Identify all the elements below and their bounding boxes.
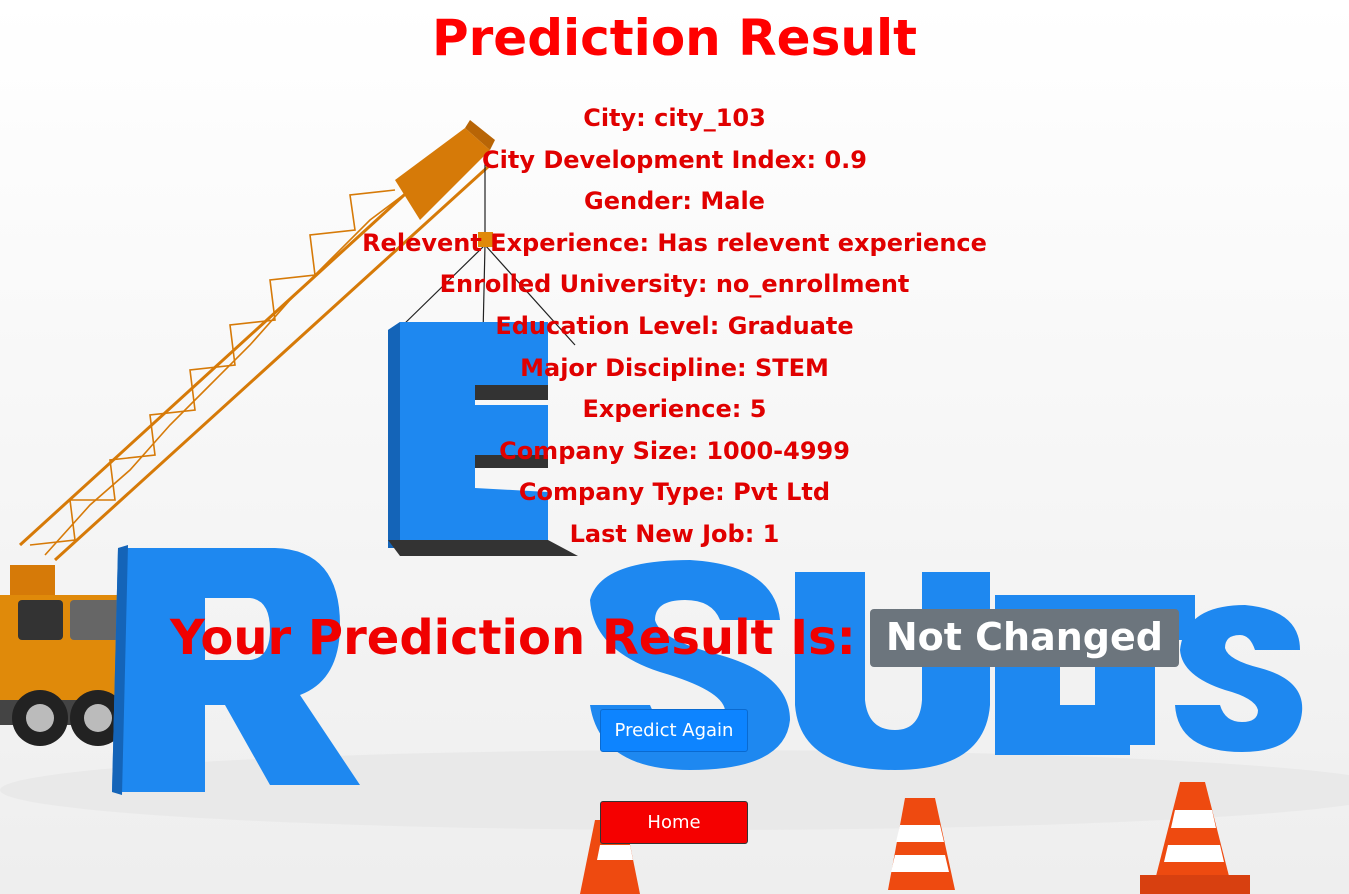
field-label: Gender [584,187,683,216]
prediction-result: Your Prediction Result Is: Not Changed [0,598,1349,678]
field-value: STEM [754,353,829,382]
field-city-development-index: City Development Index: 0.9 [482,145,867,174]
field-label: Education Level [495,311,710,340]
field-experience: Experience: 5 [582,395,767,424]
field-value: 5 [749,395,767,424]
field-value: 1 [762,519,780,548]
field-label: Last New Job [569,519,745,548]
input-summary-list: City: city_103 City Development Index: 0… [0,97,1349,555]
field-value: 1000-4999 [706,436,850,465]
field-company-type: Company Type: Pvt Ltd [518,478,831,507]
field-label: Enrolled University [439,270,698,299]
field-gender: Gender: Male [584,187,765,216]
field-label: City Development Index [482,145,807,174]
field-last-new-job: Last New Job: 1 [569,519,780,548]
field-enrolled-university: Enrolled University: no_enrollment [439,270,910,299]
field-relevent-experience: Relevent Experience: Has relevent experi… [362,228,987,257]
page-title: Prediction Result [432,9,917,67]
field-value: Has relevent experience [657,228,987,257]
field-value: Pvt Ltd [733,478,831,507]
field-label: Relevent Experience [362,228,640,257]
field-value: city_103 [654,104,766,132]
field-label: Company Size [499,436,689,465]
prediction-result-badge: Not Changed [869,609,1179,667]
home-button[interactable]: Home [600,801,748,844]
field-value: Graduate [727,311,854,340]
field-label: Experience [582,395,732,424]
field-education-level: Education Level: Graduate [495,311,854,340]
field-value: 0.9 [824,145,867,174]
field-city: City: city_103 [583,104,766,132]
field-label: Company Type [518,478,716,507]
field-major-discipline: Major Discipline: STEM [520,353,829,382]
field-label: City [583,104,637,132]
field-company-size: Company Size: 1000-4999 [499,436,850,465]
field-label: Major Discipline [520,353,737,382]
field-value: Male [700,187,765,216]
prediction-result-label: Your Prediction Result Is: [170,610,856,666]
field-value: no_enrollment [715,270,910,299]
predict-again-button[interactable]: Predict Again [600,709,748,752]
